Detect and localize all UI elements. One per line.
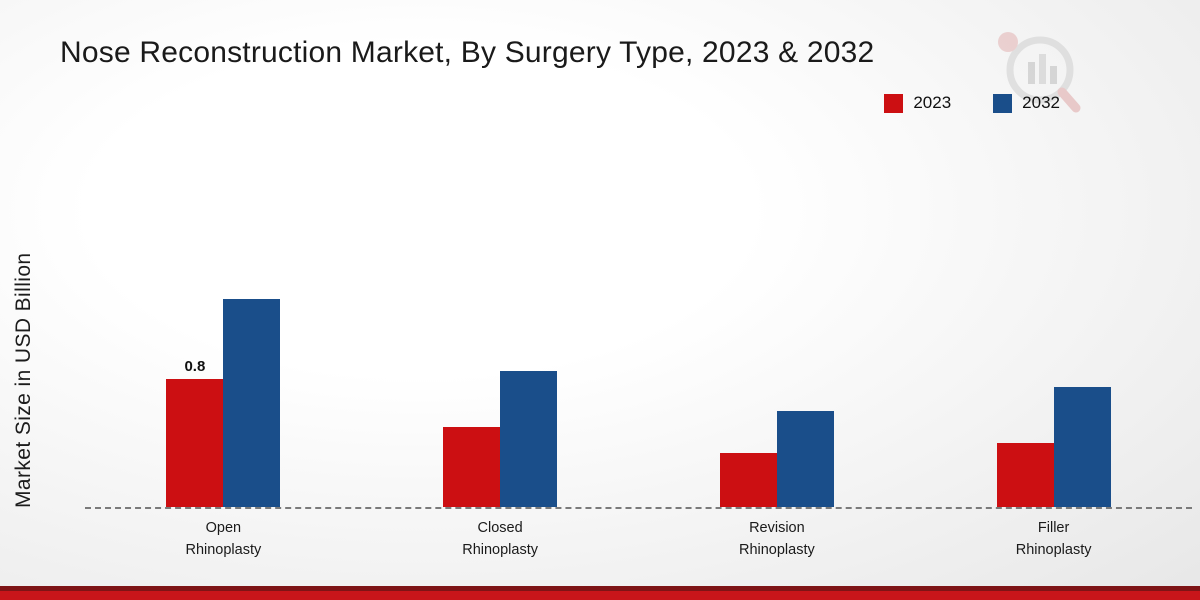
category-labels: Open Rhinoplasty Closed Rhinoplasty Revisi…	[85, 518, 1192, 562]
bar-value-label: 0.8	[184, 358, 206, 375]
bar-group-closed-rhinoplasty	[362, 277, 639, 507]
legend: 2023 2032	[884, 93, 1060, 113]
footer-stripe-bottom	[0, 591, 1200, 600]
bar-group-filler-rhinoplasty	[915, 277, 1192, 507]
bar-2023-revision-rhinoplasty	[719, 452, 777, 507]
category-label-open-rhinoplasty: Open Rhinoplasty	[185, 520, 262, 558]
legend-swatch-2023	[884, 93, 904, 113]
bar-2023-closed-rhinoplasty	[443, 427, 501, 507]
bar-2032-open-rhinoplasty	[223, 299, 281, 507]
bar-2032-filler-rhinoplasty	[1053, 387, 1111, 507]
category-label-closed-rhinoplasty: Closed Rhinoplasty	[462, 520, 538, 558]
page-title: Nose Reconstruction Market, By Surgery T…	[60, 36, 875, 69]
bar-2023-filler-rhinoplasty	[996, 443, 1054, 507]
footer-stripe-top	[0, 586, 1200, 591]
legend-item-2023: 2023	[884, 93, 951, 113]
category-label-revision-rhinoplasty: Revision Rhinoplasty	[738, 520, 815, 558]
category-label-filler-rhinoplasty: Filler Rhinoplasty	[1015, 520, 1092, 558]
bar-group-open-rhinoplasty: 0.8	[85, 277, 362, 507]
chart-groups: 0.8	[85, 277, 1192, 509]
brand-logo-icon	[990, 26, 1082, 119]
legend-item-2032: 2032	[993, 93, 1060, 113]
legend-swatch-2032	[993, 93, 1013, 113]
legend-label-2023: 2023	[913, 93, 952, 112]
bar-2023-open-rhinoplasty: 0.8	[166, 358, 224, 507]
bar-2032-closed-rhinoplasty	[500, 371, 558, 507]
legend-label-2032: 2032	[1022, 93, 1060, 112]
bar-2032-revision-rhinoplasty	[776, 411, 834, 507]
y-axis-label: Market Size in USD Billion	[12, 252, 35, 508]
bar-group-revision-rhinoplasty	[639, 277, 916, 507]
chart-plot-area: 0.8 Open Rhinoplasty Closed Rhinoplasty Re…	[85, 277, 1192, 562]
